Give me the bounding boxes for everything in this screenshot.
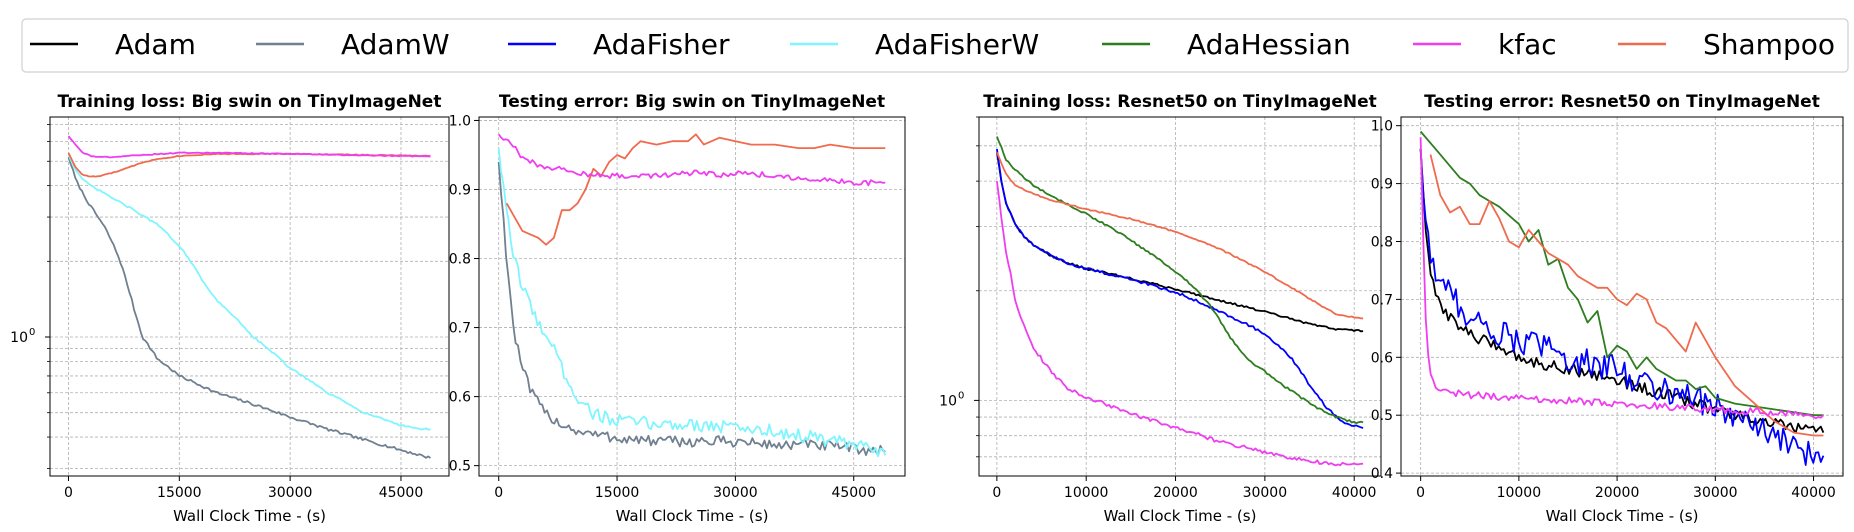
chart-title: Testing error: Resnet50 on TinyImageNet bbox=[1424, 92, 1820, 112]
chart-title: Training loss: Big swin on TinyImageNet bbox=[58, 92, 442, 112]
x-tick-label: 40000 bbox=[1791, 485, 1836, 501]
legend-frame bbox=[21, 18, 1849, 73]
plot-frame bbox=[1400, 116, 1844, 477]
x-tick-label: 0 bbox=[64, 485, 73, 501]
chart-title: Training loss: Resnet50 on TinyImageNet bbox=[983, 92, 1376, 112]
series-line-adahessian bbox=[1419, 130, 1824, 417]
x-tick-label: 15000 bbox=[157, 485, 202, 501]
y-tick-exponent: 0 bbox=[958, 390, 964, 401]
x-tick-label: 30000 bbox=[1243, 485, 1288, 501]
y-tick-label: 0.6 bbox=[449, 390, 471, 406]
legend-label-shampoo: Shampoo bbox=[1703, 28, 1835, 61]
series-line-adamw bbox=[497, 161, 886, 457]
series-group bbox=[996, 136, 1364, 467]
series-line-adafisherw bbox=[67, 154, 431, 431]
y-tick-label: 0.7 bbox=[1371, 292, 1393, 308]
x-axis-label: Wall Clock Time - (s) bbox=[173, 507, 326, 525]
y-tick-label: 0.7 bbox=[449, 321, 471, 337]
plot-frame bbox=[49, 116, 450, 477]
series-line-adafisher bbox=[996, 148, 1364, 429]
x-tick-label: 15000 bbox=[595, 485, 640, 501]
series-line-shampoo bbox=[996, 151, 1364, 320]
x-tick-label: 30000 bbox=[1693, 485, 1738, 501]
y-tick-label: 1.0 bbox=[1371, 119, 1393, 135]
series-group bbox=[67, 135, 432, 459]
series-line-shampoo bbox=[505, 133, 886, 246]
grid bbox=[50, 117, 449, 476]
y-tick-label: 10 bbox=[939, 393, 957, 409]
series-line-adamw bbox=[67, 156, 432, 459]
series-group bbox=[497, 133, 887, 458]
series-line-shampoo bbox=[1429, 154, 1824, 437]
x-tick-label: 45000 bbox=[831, 485, 876, 501]
chart-panel-4: 0 10000 20000 30000 40000 0.4 0.5 0.6 0.7 0.8 0.9 1… bbox=[1371, 92, 1844, 525]
series-line-kfac bbox=[1419, 137, 1825, 420]
x-axis-label: Wall Clock Time - (s) bbox=[1546, 507, 1699, 525]
y-tick-label: 0.5 bbox=[1371, 408, 1393, 424]
legend-label-kfac: kfac bbox=[1498, 28, 1557, 61]
plot-frame bbox=[478, 116, 906, 477]
series-line-kfac bbox=[996, 180, 1364, 467]
grid bbox=[1401, 117, 1843, 476]
y-tick-label: 0.9 bbox=[1371, 177, 1393, 193]
y-tick-exponent: 0 bbox=[29, 327, 35, 338]
plot-frame bbox=[978, 116, 1382, 477]
y-tick-label: 1.0 bbox=[449, 113, 471, 129]
legend: Adam AdamW AdaFisher AdaFisherW AdaHessian kf… bbox=[21, 18, 1849, 73]
x-tick-label: 30000 bbox=[713, 485, 758, 501]
x-tick-label: 0 bbox=[1416, 485, 1425, 501]
series-line-adam bbox=[1419, 148, 1825, 434]
legend-label-adahessian: AdaHessian bbox=[1187, 28, 1351, 61]
legend-label-adafisherw: AdaFisherW bbox=[875, 28, 1039, 61]
x-tick-label: 10000 bbox=[1064, 485, 1109, 501]
series-line-kfac bbox=[67, 135, 431, 159]
x-tick-label: 10000 bbox=[1497, 485, 1542, 501]
legend-label-adafisher: AdaFisher bbox=[593, 28, 730, 61]
x-tick-label: 30000 bbox=[268, 485, 313, 501]
grid bbox=[479, 117, 905, 476]
y-tick-label: 0.8 bbox=[449, 252, 471, 268]
series-line-adam bbox=[996, 152, 1364, 333]
x-axis-label: Wall Clock Time - (s) bbox=[1104, 507, 1257, 525]
y-tick-label: 0.8 bbox=[1371, 234, 1393, 250]
x-tick-label: 45000 bbox=[379, 485, 424, 501]
y-tick-label: 0.6 bbox=[1371, 350, 1393, 366]
series-line-kfac bbox=[497, 133, 886, 187]
y-tick-label: 0.9 bbox=[449, 182, 471, 198]
legend-label-adamw: AdamW bbox=[341, 28, 450, 61]
series-line-adahessian bbox=[996, 136, 1364, 425]
x-tick-label: 20000 bbox=[1595, 485, 1640, 501]
chart-title: Testing error: Big swin on TinyImageNet bbox=[499, 92, 885, 112]
legend-label-adam: Adam bbox=[115, 28, 196, 61]
y-tick-label: 0.5 bbox=[449, 459, 471, 475]
chart-panel-2: 0 15000 30000 45000 0.5 0.6 0.7 0.8 0.9 1.0 Testin… bbox=[449, 92, 906, 525]
x-axis-label: Wall Clock Time - (s) bbox=[616, 507, 769, 525]
x-tick-label: 40000 bbox=[1332, 485, 1377, 501]
y-tick-label: 10 bbox=[10, 330, 28, 346]
x-tick-label: 20000 bbox=[1153, 485, 1198, 501]
y-tick-label: 0.4 bbox=[1371, 466, 1393, 482]
x-tick-label: 0 bbox=[494, 485, 503, 501]
series-group bbox=[1419, 130, 1825, 466]
series-line-adafisher bbox=[1419, 148, 1825, 466]
x-tick-label: 0 bbox=[992, 485, 1001, 501]
series-line-adafisherw bbox=[497, 148, 887, 458]
grid bbox=[979, 116, 1381, 476]
